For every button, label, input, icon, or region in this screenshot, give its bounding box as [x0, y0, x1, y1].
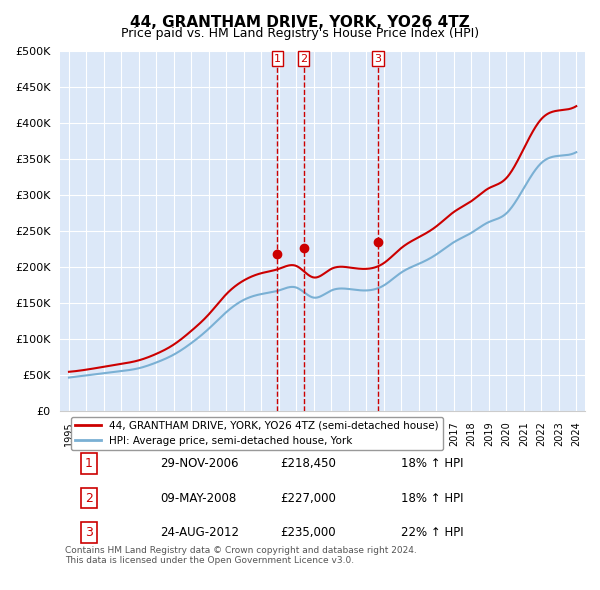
Text: 18% ↑ HPI: 18% ↑ HPI	[401, 457, 464, 470]
Text: 2: 2	[300, 54, 307, 64]
Text: £227,000: £227,000	[281, 491, 337, 504]
Text: £218,450: £218,450	[281, 457, 337, 470]
Text: 1: 1	[274, 54, 281, 64]
Text: 44, GRANTHAM DRIVE, YORK, YO26 4TZ: 44, GRANTHAM DRIVE, YORK, YO26 4TZ	[130, 15, 470, 30]
Text: 2: 2	[85, 491, 93, 504]
Text: 29-NOV-2006: 29-NOV-2006	[160, 457, 238, 470]
Text: 18% ↑ HPI: 18% ↑ HPI	[401, 491, 464, 504]
Text: 3: 3	[85, 526, 93, 539]
Legend: 44, GRANTHAM DRIVE, YORK, YO26 4TZ (semi-detached house), HPI: Average price, se: 44, GRANTHAM DRIVE, YORK, YO26 4TZ (semi…	[71, 417, 443, 450]
Text: 1: 1	[85, 457, 93, 470]
Text: Contains HM Land Registry data © Crown copyright and database right 2024.
This d: Contains HM Land Registry data © Crown c…	[65, 546, 417, 565]
Text: 24-AUG-2012: 24-AUG-2012	[160, 526, 239, 539]
Text: Price paid vs. HM Land Registry's House Price Index (HPI): Price paid vs. HM Land Registry's House …	[121, 27, 479, 40]
Text: £235,000: £235,000	[281, 526, 336, 539]
Text: 3: 3	[374, 54, 382, 64]
Text: 09-MAY-2008: 09-MAY-2008	[160, 491, 236, 504]
Text: 22% ↑ HPI: 22% ↑ HPI	[401, 526, 464, 539]
